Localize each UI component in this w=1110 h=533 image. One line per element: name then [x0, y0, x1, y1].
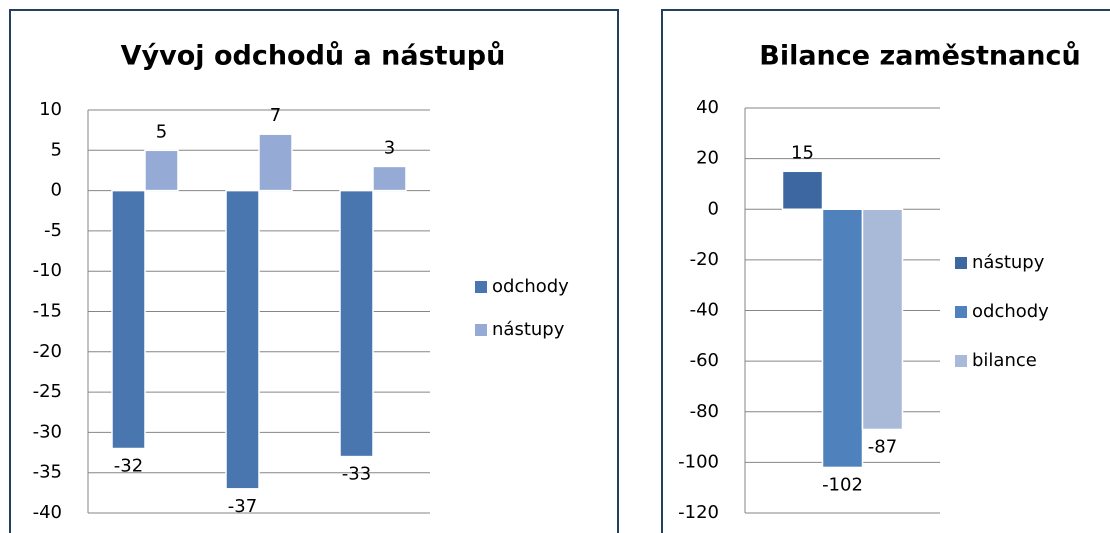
y-tick-label: -40 — [33, 502, 62, 523]
legend-swatch — [955, 257, 967, 269]
legend-swatch — [475, 324, 487, 336]
legend-label: odchody — [972, 301, 1049, 322]
legend-swatch — [475, 281, 487, 293]
bar — [225, 189, 260, 490]
y-tick-label: 20 — [696, 148, 719, 169]
bar — [111, 189, 146, 450]
data-label: 7 — [270, 105, 281, 126]
y-tick-label: -20 — [33, 341, 62, 362]
y-tick-label: -100 — [678, 451, 719, 472]
y-tick-label: -5 — [44, 220, 62, 241]
y-tick-label: -20 — [690, 249, 719, 270]
data-label: -32 — [114, 456, 143, 477]
bar — [861, 208, 904, 431]
y-tick-label: 5 — [51, 139, 62, 160]
data-label: -33 — [342, 464, 371, 485]
y-tick-label: 40 — [696, 97, 719, 118]
y-tick-label: -35 — [33, 462, 62, 483]
bar — [781, 170, 824, 210]
legend-label: bilance — [972, 350, 1037, 371]
data-label: 15 — [791, 142, 814, 163]
y-tick-label: 10 — [39, 99, 62, 120]
bar — [258, 133, 293, 192]
bar — [821, 208, 864, 469]
legend-label: odchody — [492, 276, 569, 297]
legend-swatch — [955, 355, 967, 367]
data-label: 3 — [384, 137, 395, 158]
bar — [144, 149, 179, 192]
y-tick-label: -10 — [33, 260, 62, 281]
y-tick-label: -120 — [678, 502, 719, 523]
y-tick-label: -25 — [33, 381, 62, 402]
data-label: -87 — [868, 436, 897, 457]
legend-label: nástupy — [972, 252, 1045, 273]
legend-swatch — [955, 306, 967, 318]
y-tick-label: -40 — [690, 300, 719, 321]
data-label: 5 — [156, 121, 167, 142]
data-label: -37 — [228, 496, 257, 517]
y-tick-label: 0 — [708, 198, 719, 219]
chart-title: Bilance zaměstnanců — [759, 41, 1081, 72]
legend-label: nástupy — [492, 319, 565, 340]
y-tick-label: -15 — [33, 301, 62, 322]
y-tick-label: -60 — [690, 350, 719, 371]
bar — [339, 189, 374, 458]
chart-title: Vývoj odchodů a nástupů — [121, 41, 506, 72]
data-label: -102 — [822, 474, 863, 495]
y-tick-label: -80 — [690, 401, 719, 422]
y-tick-label: 0 — [51, 180, 62, 201]
y-tick-label: -30 — [33, 421, 62, 442]
bar — [372, 165, 407, 192]
